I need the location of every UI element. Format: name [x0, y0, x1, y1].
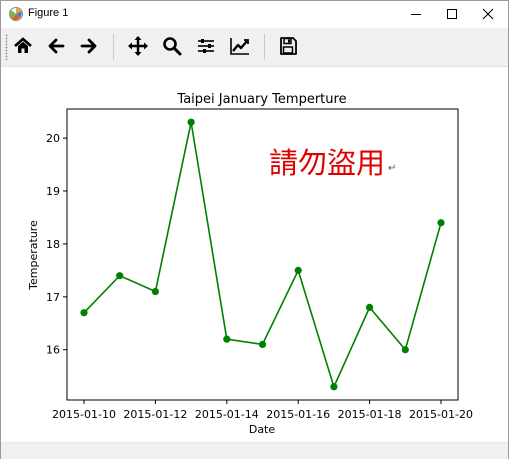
pan-button[interactable]: [124, 32, 152, 60]
y-tick-label: 20: [46, 132, 60, 145]
y-axis-ticks: 16 17 18 19 20: [46, 132, 67, 357]
home-icon: [14, 37, 32, 53]
data-point[interactable]: [366, 303, 374, 312]
temperature-series-points: [80, 118, 445, 391]
y-tick-label: 18: [46, 238, 60, 251]
back-button[interactable]: [42, 32, 70, 60]
data-point[interactable]: [294, 266, 302, 274]
window-title: Figure 1: [28, 7, 69, 19]
data-point[interactable]: [330, 383, 338, 391]
x-tick-label: 2015-01-16: [266, 408, 330, 421]
home-button[interactable]: [9, 32, 37, 60]
plot-area[interactable]: [66, 108, 459, 401]
data-point[interactable]: [401, 346, 409, 354]
subplots-button[interactable]: [192, 32, 220, 60]
chart-title: Taipei January Temperture: [176, 92, 346, 107]
data-point[interactable]: [223, 335, 231, 343]
close-icon: [482, 8, 494, 20]
save-button[interactable]: [274, 32, 302, 60]
title-bar[interactable]: Figure 1: [1, 1, 508, 27]
navigation-toolbar: [1, 28, 508, 67]
minimize-icon: [411, 14, 421, 15]
save-icon: [280, 37, 297, 55]
x-tick-label: 2015-01-20: [409, 408, 473, 421]
x-tick-label: 2015-01-18: [338, 408, 402, 421]
status-bar: [1, 442, 508, 459]
y-tick-label: 19: [46, 185, 60, 198]
y-axis-label: Temperature: [27, 220, 40, 291]
y-tick-label: 17: [46, 291, 60, 304]
data-point[interactable]: [437, 219, 445, 227]
minimize-button[interactable]: [398, 1, 434, 27]
maximize-icon: [447, 9, 457, 19]
x-axis-ticks: 2015-01-10 2015-01-12 2015-01-14 2015-01-16…: [52, 400, 473, 421]
x-tick-label: 2015-01-10: [52, 408, 116, 421]
matplotlib-logo-icon: [9, 7, 23, 21]
data-point[interactable]: [116, 272, 124, 280]
data-point[interactable]: [80, 309, 88, 317]
x-tick-label: 2015-01-12: [123, 408, 187, 421]
edit-curve-icon: [230, 38, 249, 55]
back-arrow-icon: [48, 38, 65, 54]
subplots-icon: [198, 39, 214, 53]
figure-canvas[interactable]: Taipei January Temperture 16 17 18 19 20 201…: [1, 67, 508, 441]
x-axis-label: Date: [249, 423, 276, 436]
close-button[interactable]: [470, 1, 506, 27]
edit-curve-button[interactable]: [226, 32, 254, 60]
pan-icon: [128, 36, 148, 56]
maximize-button[interactable]: [434, 1, 470, 27]
toolbar-grip[interactable]: [5, 34, 8, 60]
toolbar-separator: [264, 34, 265, 60]
toolbar-separator: [113, 34, 114, 60]
zoom-button[interactable]: [158, 32, 186, 60]
data-point[interactable]: [187, 118, 195, 126]
data-point[interactable]: [151, 287, 159, 296]
zoom-icon: [163, 37, 182, 56]
forward-arrow-icon: [80, 38, 97, 54]
watermark-return-mark: ↵: [388, 163, 396, 174]
x-tick-label: 2015-01-14: [195, 408, 259, 421]
watermark-text: 請勿盜用: [269, 146, 385, 180]
y-tick-label: 16: [46, 344, 60, 357]
forward-button[interactable]: [75, 32, 103, 60]
data-point[interactable]: [258, 340, 267, 349]
